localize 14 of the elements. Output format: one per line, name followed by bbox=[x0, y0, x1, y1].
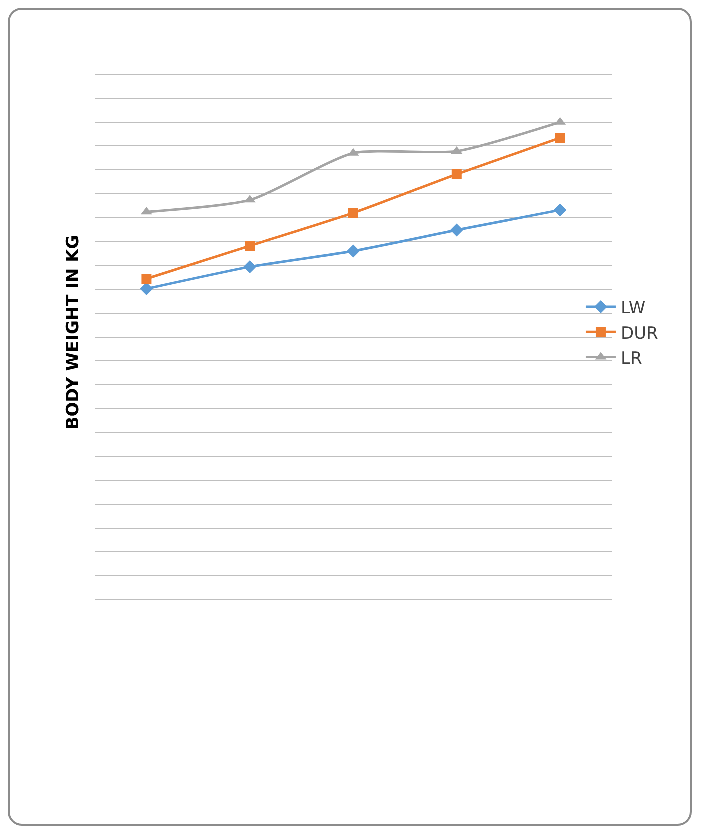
point bbox=[555, 133, 566, 144]
point bbox=[452, 169, 462, 180]
point bbox=[245, 241, 256, 252]
y-axis-title: BODY WEIGHT IN KG bbox=[64, 235, 84, 430]
point bbox=[450, 224, 464, 237]
legend-label: LR bbox=[620, 348, 642, 369]
point bbox=[140, 282, 154, 296]
point bbox=[142, 274, 152, 284]
point bbox=[348, 208, 358, 218]
point bbox=[347, 244, 360, 258]
legend-label: DUR bbox=[620, 324, 659, 344]
legend-label: LW bbox=[620, 298, 646, 319]
point bbox=[244, 260, 257, 274]
point bbox=[554, 204, 567, 217]
